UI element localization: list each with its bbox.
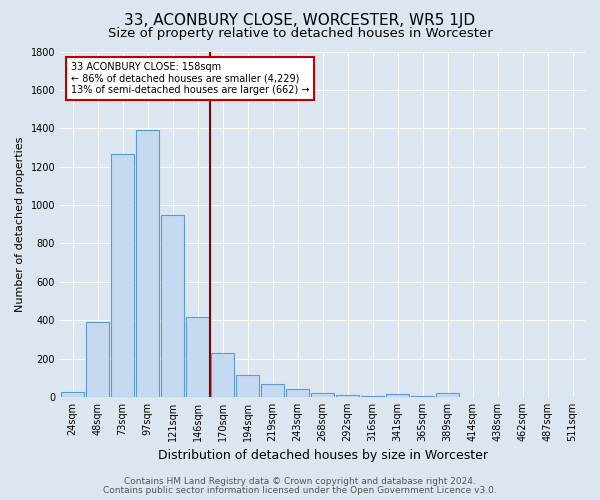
X-axis label: Distribution of detached houses by size in Worcester: Distribution of detached houses by size … — [158, 450, 488, 462]
Bar — [386, 394, 409, 397]
Bar — [335, 396, 359, 397]
Text: Contains HM Land Registry data © Crown copyright and database right 2024.: Contains HM Land Registry data © Crown c… — [124, 477, 476, 486]
Bar — [311, 394, 334, 397]
Bar — [161, 214, 184, 397]
Bar — [361, 396, 385, 397]
Text: Contains public sector information licensed under the Open Government Licence v3: Contains public sector information licen… — [103, 486, 497, 495]
Y-axis label: Number of detached properties: Number of detached properties — [15, 136, 25, 312]
Bar — [211, 353, 235, 397]
Bar — [286, 389, 310, 397]
Bar — [185, 318, 209, 397]
Bar — [110, 154, 134, 397]
Bar — [260, 384, 284, 397]
Bar — [410, 396, 434, 397]
Text: 33 ACONBURY CLOSE: 158sqm
← 86% of detached houses are smaller (4,229)
13% of se: 33 ACONBURY CLOSE: 158sqm ← 86% of detac… — [71, 62, 309, 95]
Bar — [61, 392, 85, 397]
Text: 33, ACONBURY CLOSE, WORCESTER, WR5 1JD: 33, ACONBURY CLOSE, WORCESTER, WR5 1JD — [124, 12, 476, 28]
Bar — [436, 392, 460, 397]
Bar — [236, 375, 259, 397]
Bar — [136, 130, 160, 397]
Bar — [86, 322, 109, 397]
Text: Size of property relative to detached houses in Worcester: Size of property relative to detached ho… — [107, 28, 493, 40]
